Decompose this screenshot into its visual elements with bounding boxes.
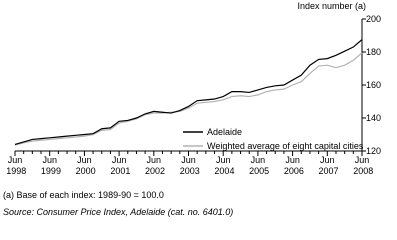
x-tick-label: Jun 2008 (351, 155, 374, 176)
legend-label: Weighted average of eight capital cities (207, 141, 364, 151)
y-tick-label: 200 (366, 14, 381, 24)
y-tick-label: 140 (366, 113, 381, 123)
x-tick-label: Jun 2002 (143, 155, 166, 176)
footnote: (a) Base of each index: 1989-90 = 100.0 (3, 190, 164, 200)
x-tick-label: Jun 2003 (177, 155, 200, 176)
x-tick-label: Jun 2001 (108, 155, 131, 176)
y-tick-label: 180 (366, 47, 381, 57)
x-tick-label: Jun 2007 (316, 155, 339, 176)
y-axis-label: Index number (a) (297, 1, 366, 11)
x-tick-label: Jun 2000 (73, 155, 96, 176)
legend-label: Adelaide (207, 127, 242, 137)
x-tick-label: Jun 2004 (212, 155, 235, 176)
x-tick-label: Jun 2005 (247, 155, 270, 176)
series-line (14, 39, 363, 145)
x-tick-label: Jun 1999 (38, 155, 61, 176)
chart: Index number (a) (a) Base of each index:… (3, 1, 381, 217)
x-tick-label: Jun 1998 (4, 155, 27, 176)
y-tick-label: 160 (366, 80, 381, 90)
source: Source: Consumer Price Index, Adelaide (… (3, 207, 233, 217)
y-tick-label: 120 (366, 146, 381, 156)
x-tick-label: Jun 2006 (281, 155, 304, 176)
series-line (14, 52, 363, 146)
